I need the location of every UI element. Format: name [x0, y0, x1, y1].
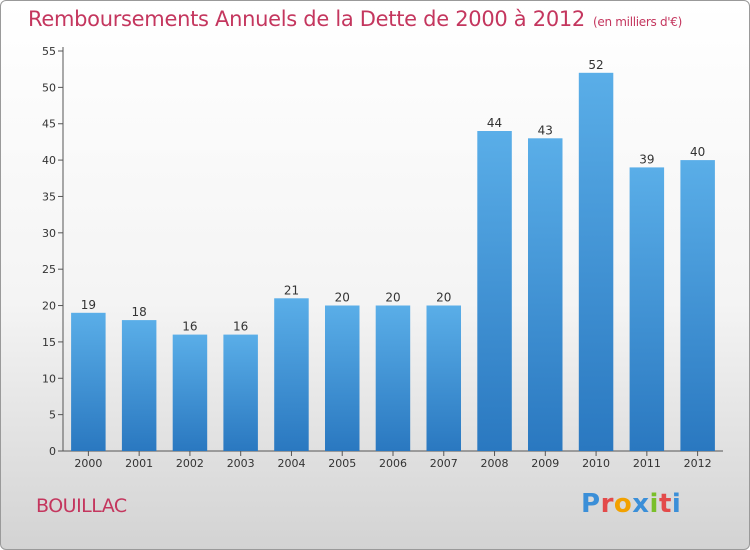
bar — [629, 167, 665, 451]
bar — [71, 312, 106, 451]
proxiti-logo: Proxiti — [581, 489, 681, 519]
bar-value-label: 19 — [81, 298, 96, 312]
logo-letter: P — [581, 489, 601, 519]
bar-value-label: 52 — [588, 58, 603, 72]
x-tick-label: 2002 — [176, 457, 204, 470]
bar-value-label: 16 — [233, 320, 248, 334]
y-tick-label: 50 — [42, 81, 56, 94]
y-tick-label: 45 — [42, 118, 56, 131]
bar-value-label: 43 — [538, 123, 553, 137]
chart-value-labels: 19 18 16 16 21 20 20 20 44 43 52 39 40 — [81, 58, 706, 334]
bar — [426, 305, 461, 451]
y-tick-label: 20 — [42, 300, 56, 313]
x-tick-label: 2001 — [125, 457, 153, 470]
y-tick-label: 55 — [42, 45, 56, 58]
bar-value-label: 20 — [385, 291, 400, 305]
y-tick-label: 30 — [42, 227, 56, 240]
chart-title: Remboursements Annuels de la Dette de 20… — [28, 7, 682, 31]
bar — [578, 72, 614, 452]
bar — [121, 320, 157, 451]
commune-name: BOUILLAC — [36, 495, 127, 517]
bar-value-label: 39 — [639, 152, 654, 166]
x-tick-label: 2004 — [277, 457, 305, 470]
bar-value-label: 40 — [690, 145, 705, 159]
y-tick-label: 25 — [42, 263, 56, 276]
logo-letter: x — [632, 489, 650, 519]
y-tick-label: 35 — [42, 190, 56, 203]
bar-value-label: 16 — [182, 320, 197, 334]
bar — [477, 131, 512, 451]
x-tick-label: 2008 — [481, 457, 509, 470]
bar — [274, 298, 309, 451]
y-tick-label: 5 — [49, 409, 56, 422]
bar-value-label: 18 — [132, 305, 147, 319]
x-tick-label: 2010 — [582, 457, 610, 470]
logo-letter: o — [613, 489, 633, 519]
x-tick-label: 2003 — [227, 457, 255, 470]
x-tick-label: 2005 — [328, 457, 356, 470]
bar-value-label: 20 — [436, 291, 451, 305]
bar-value-label: 20 — [335, 291, 350, 305]
logo-letter: r — [600, 489, 614, 519]
bar-value-label: 21 — [284, 283, 299, 297]
bar — [375, 305, 411, 451]
chart-unit: (en milliers d'€) — [593, 15, 683, 29]
y-tick-label: 10 — [42, 372, 56, 385]
y-tick-label: 0 — [49, 445, 56, 458]
logo-letter: t — [658, 489, 672, 519]
bar — [528, 138, 563, 452]
chart-axes: 0 5 10 15 20 25 30 35 40 45 50 55 2000 2001 2002 2003 20… — [42, 45, 723, 470]
x-tick-label: 2012 — [684, 457, 712, 470]
bar — [223, 334, 258, 451]
x-tick-label: 2009 — [531, 457, 559, 470]
x-tick-label: 2006 — [379, 457, 407, 470]
y-tick-label: 15 — [42, 336, 56, 349]
bar — [325, 305, 360, 451]
chart-bars — [71, 72, 715, 452]
bar — [680, 160, 715, 451]
x-tick-label: 2000 — [74, 457, 102, 470]
x-tick-label: 2011 — [633, 457, 661, 470]
x-tick-label: 2007 — [430, 457, 458, 470]
logo-letter: i — [671, 489, 682, 519]
bar-value-label: 44 — [487, 116, 502, 130]
bar — [172, 334, 208, 451]
logo-letter: i — [649, 489, 659, 519]
chart-title-text: Remboursements Annuels de la Dette de 20… — [28, 7, 585, 31]
y-tick-label: 40 — [42, 154, 56, 167]
